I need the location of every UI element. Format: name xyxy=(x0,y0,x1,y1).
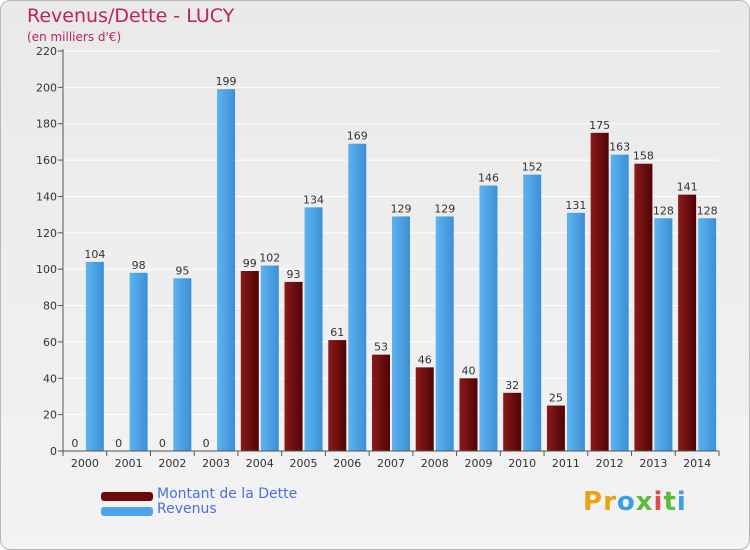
bar-dette xyxy=(284,281,303,451)
value-label-revenus: 163 xyxy=(609,141,630,154)
y-tick-label: 0 xyxy=(50,445,57,458)
value-label-dette: 25 xyxy=(549,392,563,405)
bar-revenus xyxy=(654,218,673,451)
x-tick-label: 2014 xyxy=(683,457,711,470)
logo-letter: P xyxy=(583,487,604,517)
bar-revenus xyxy=(610,154,629,452)
value-label-revenus: 146 xyxy=(478,172,499,185)
bar-revenus xyxy=(129,272,148,451)
bar-revenus xyxy=(523,174,542,452)
value-label-dette: 0 xyxy=(203,437,210,450)
bar-dette xyxy=(240,271,259,451)
legend-label-revenus: Revenus xyxy=(157,501,217,517)
value-label-dette: 0 xyxy=(115,437,122,450)
y-tick-label: 60 xyxy=(43,336,57,349)
logo-letter: t xyxy=(663,487,677,517)
x-tick-label: 2010 xyxy=(508,457,536,470)
x-tick-label: 2008 xyxy=(421,457,449,470)
bar-revenus xyxy=(85,261,104,451)
value-label-revenus: 169 xyxy=(347,130,368,143)
x-tick-label: 2007 xyxy=(377,457,405,470)
value-label-revenus: 95 xyxy=(175,264,189,277)
y-tick-label: 220 xyxy=(36,45,57,58)
value-label-dette: 46 xyxy=(418,353,432,366)
x-tick-label: 2004 xyxy=(246,457,274,470)
bar-revenus xyxy=(173,278,192,451)
logo-letter: x xyxy=(635,487,654,517)
x-tick-label: 2000 xyxy=(71,457,99,470)
bar-dette xyxy=(372,354,390,451)
bar-revenus xyxy=(435,216,454,451)
value-label-revenus: 152 xyxy=(522,161,543,174)
value-label-revenus: 104 xyxy=(84,248,105,261)
bar-dette xyxy=(328,340,347,451)
bar-revenus xyxy=(304,207,323,451)
bar-revenus xyxy=(479,185,498,451)
value-label-revenus: 98 xyxy=(132,259,146,272)
x-tick-label: 2009 xyxy=(464,457,492,470)
y-tick-label: 200 xyxy=(36,81,57,94)
logo-letter: o xyxy=(616,487,636,517)
chart-subtitle: (en milliers d'€) xyxy=(27,30,122,44)
bar-revenus xyxy=(217,89,236,451)
y-tick-label: 180 xyxy=(36,118,57,131)
bar-dette xyxy=(503,392,522,451)
x-tick-label: 2012 xyxy=(596,457,624,470)
y-tick-label: 140 xyxy=(36,190,57,203)
y-tick-label: 120 xyxy=(36,227,57,240)
legend-swatch-revenus xyxy=(101,507,153,516)
value-label-dette: 141 xyxy=(677,181,698,194)
bar-revenus xyxy=(566,212,585,451)
value-label-revenus: 102 xyxy=(259,252,280,265)
legend-label-dette: Montant de la Dette xyxy=(157,486,298,502)
value-label-dette: 175 xyxy=(589,119,610,132)
value-label-dette: 158 xyxy=(633,150,654,163)
value-label-dette: 32 xyxy=(505,379,519,392)
chart-title: Revenus/Dette - LUCY xyxy=(27,5,235,27)
proxiti-logo: Proxiti xyxy=(583,487,687,517)
value-label-revenus: 128 xyxy=(653,204,674,217)
x-tick-label: 2006 xyxy=(333,457,361,470)
bar-dette xyxy=(678,194,697,452)
value-label-dette: 40 xyxy=(461,364,475,377)
x-tick-label: 2013 xyxy=(639,457,667,470)
value-label-revenus: 131 xyxy=(565,199,586,212)
bar-dette xyxy=(459,378,478,451)
value-label-dette: 0 xyxy=(71,437,78,450)
value-label-dette: 93 xyxy=(287,268,301,281)
y-tick-label: 160 xyxy=(36,154,57,167)
value-label-revenus: 199 xyxy=(216,75,237,88)
bar-dette xyxy=(415,367,434,451)
y-tick-label: 20 xyxy=(43,409,57,422)
y-tick-label: 100 xyxy=(36,263,57,276)
logo-letter: r xyxy=(603,487,617,517)
value-label-dette: 99 xyxy=(243,257,257,270)
bar-revenus xyxy=(392,216,410,451)
value-label-dette: 61 xyxy=(330,326,344,339)
value-label-revenus: 128 xyxy=(697,204,718,217)
value-label-revenus: 129 xyxy=(391,202,412,215)
bar-revenus xyxy=(260,265,279,451)
x-tick-label: 2011 xyxy=(552,457,580,470)
logo-letter: i xyxy=(676,487,687,517)
y-tick-label: 40 xyxy=(43,372,57,385)
x-tick-label: 2001 xyxy=(115,457,143,470)
value-label-revenus: 129 xyxy=(434,202,455,215)
x-tick-label: 2002 xyxy=(158,457,186,470)
bar-dette xyxy=(546,405,565,451)
x-tick-label: 2005 xyxy=(290,457,318,470)
bar-dette xyxy=(634,163,653,451)
bar-revenus xyxy=(698,218,717,451)
bar-revenus xyxy=(348,143,367,451)
legend-swatch-dette xyxy=(101,492,153,501)
x-tick-label: 2003 xyxy=(202,457,230,470)
y-tick-label: 80 xyxy=(43,300,57,313)
value-label-revenus: 134 xyxy=(303,193,324,206)
value-label-dette: 53 xyxy=(374,341,388,354)
bar-dette xyxy=(590,132,609,451)
logo-letter: i xyxy=(653,487,664,517)
value-label-dette: 0 xyxy=(159,437,166,450)
